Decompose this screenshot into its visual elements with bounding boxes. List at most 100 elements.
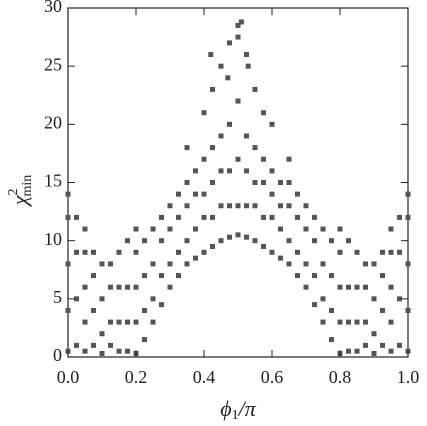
point (108, 261, 113, 267)
point (397, 296, 402, 302)
point (261, 156, 266, 162)
point (159, 302, 164, 308)
x-tick-label: 0.0 (57, 367, 80, 387)
point (133, 284, 139, 290)
x-axis-label: ϕ1/π (220, 396, 257, 423)
point (329, 337, 334, 343)
point (269, 191, 275, 197)
point (312, 238, 317, 244)
point (99, 261, 105, 267)
point (116, 348, 122, 354)
y-tick-label: 15 (44, 171, 62, 191)
point (210, 86, 215, 92)
y-label-part: min (20, 175, 35, 197)
point (371, 296, 377, 302)
point (176, 249, 181, 255)
point (91, 249, 96, 255)
y-tick-label: 20 (44, 112, 62, 132)
point (218, 133, 224, 139)
point (99, 351, 105, 357)
point (184, 145, 190, 151)
point (159, 238, 164, 244)
point (176, 214, 181, 220)
point (133, 249, 139, 255)
point (91, 307, 96, 313)
point (363, 261, 368, 267)
point (225, 75, 231, 81)
point (329, 307, 334, 313)
point (201, 191, 207, 197)
point (252, 203, 258, 209)
point (269, 214, 275, 220)
point (312, 273, 317, 279)
point (159, 273, 164, 279)
point (337, 284, 343, 290)
point (261, 214, 266, 220)
point (346, 319, 351, 325)
point (116, 319, 122, 325)
point (201, 214, 207, 220)
point (218, 168, 224, 174)
point (295, 191, 300, 197)
point (337, 226, 343, 232)
point (235, 34, 241, 40)
point (235, 156, 241, 162)
point (405, 261, 411, 267)
y-tick-label: 0 (53, 345, 62, 365)
point (261, 110, 266, 116)
point (176, 273, 181, 279)
point (167, 261, 173, 267)
point (235, 22, 241, 28)
point (380, 249, 385, 255)
point (238, 19, 244, 25)
point (82, 319, 88, 325)
point (320, 226, 326, 232)
point (65, 191, 71, 197)
point (295, 214, 300, 220)
point (82, 249, 88, 255)
point (397, 249, 402, 255)
x-tick-label: 0.2 (125, 367, 148, 387)
point (167, 203, 173, 209)
point (380, 273, 385, 279)
point (244, 52, 249, 58)
point (397, 342, 402, 348)
point (65, 307, 71, 313)
point (252, 238, 258, 244)
point (210, 145, 215, 151)
point (74, 342, 79, 348)
point (108, 342, 113, 348)
point (167, 226, 173, 232)
point (303, 284, 309, 290)
point (227, 121, 232, 127)
point (125, 284, 130, 290)
point (184, 203, 190, 209)
point (320, 296, 326, 302)
point (278, 255, 283, 261)
point (99, 296, 105, 302)
point (91, 273, 96, 279)
point (312, 302, 317, 308)
point (159, 214, 164, 220)
x-label-part: /π (237, 396, 257, 421)
point (193, 255, 198, 261)
point (65, 214, 71, 220)
point (208, 52, 214, 58)
point (269, 249, 275, 255)
point (405, 191, 411, 197)
plot-frame (67, 7, 409, 358)
point (193, 226, 198, 232)
point (218, 203, 224, 209)
point (278, 203, 283, 209)
point (320, 319, 326, 325)
point (108, 319, 113, 325)
y-tick-label: 5 (53, 287, 62, 307)
point (329, 238, 334, 244)
point (244, 234, 249, 240)
point (125, 319, 130, 325)
point (303, 261, 309, 267)
point (235, 203, 241, 209)
point (176, 191, 181, 197)
point (201, 249, 207, 255)
points (65, 19, 411, 357)
